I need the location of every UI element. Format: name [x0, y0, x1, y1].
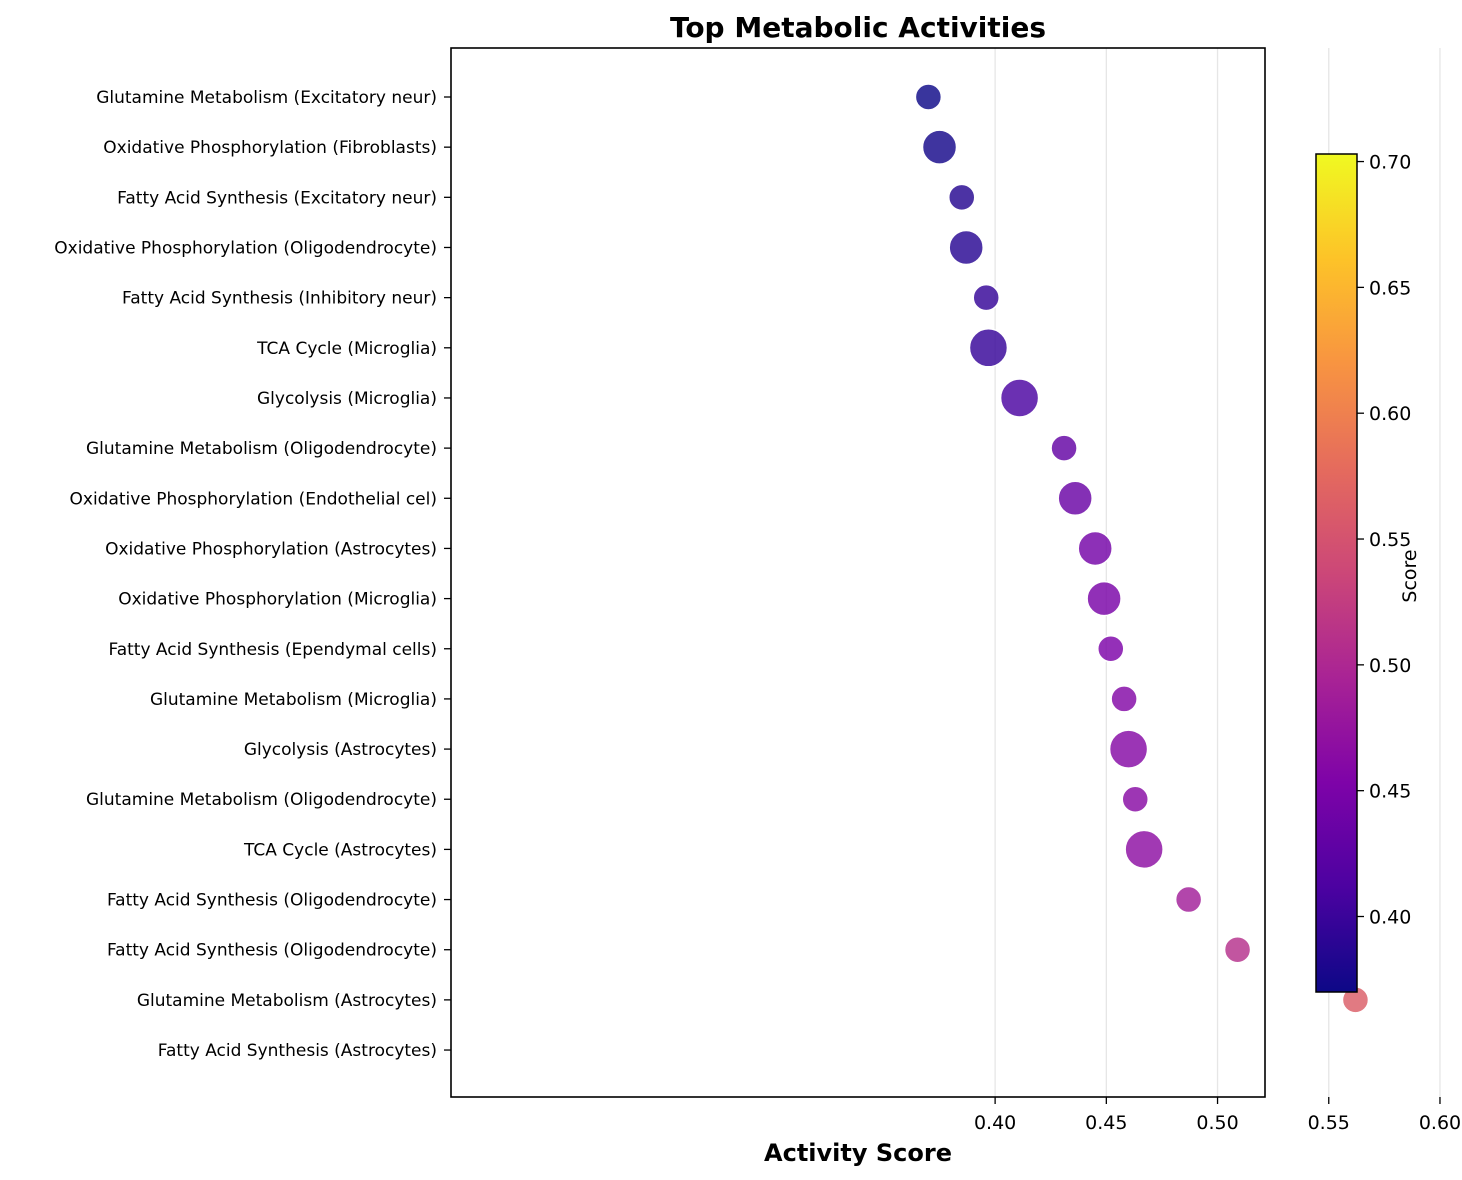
category-label: Fatty Acid Synthesis (Excitatory neur) [117, 188, 437, 208]
data-point [999, 378, 1040, 418]
plot-frame [450, 47, 1266, 1098]
category-label: Oxidative Phosphorylation (Astrocytes) [105, 539, 437, 559]
data-point [1110, 685, 1138, 713]
colorbar-tick-label: 0.45 [1369, 781, 1411, 803]
data-point [1086, 580, 1122, 617]
category-label: TCA Cycle (Microglia) [256, 339, 437, 359]
data-point [914, 83, 943, 111]
category-label: Fatty Acid Synthesis (Astrocytes) [158, 1041, 437, 1061]
data-point [1174, 885, 1203, 914]
category-label: Fatty Acid Synthesis (Oligodendrocyte) [107, 891, 437, 911]
category-label: Fatty Acid Synthesis (Ependymal cells) [109, 640, 438, 660]
category-label: Fatty Acid Synthesis (Inhibitory neur) [122, 289, 437, 309]
colorbar-tick-label: 0.50 [1369, 655, 1411, 677]
category-label: Glycolysis (Microglia) [257, 389, 437, 409]
x-tick-label: 0.45 [1085, 1112, 1127, 1134]
category-label: Oxidative Phosphorylation (Oligodendrocy… [54, 238, 437, 258]
x-tick-label: 0.50 [1196, 1112, 1238, 1134]
data-point [1097, 635, 1125, 663]
colorbar-tick-label: 0.60 [1369, 403, 1411, 425]
data-point [1121, 785, 1149, 813]
y-axis-ticks: Glutamine Metabolism (Excitatory neur) Ox… [54, 88, 451, 1061]
colorbar-label: Score [1399, 549, 1421, 602]
colorbar-tick-label: 0.40 [1369, 907, 1411, 929]
category-label: Glutamine Metabolism (Oligodendrocyte) [86, 439, 437, 459]
data-point [921, 129, 958, 165]
data-point [1077, 530, 1113, 567]
data-point [968, 328, 1009, 368]
data-point [948, 183, 976, 212]
data-point [1108, 729, 1149, 769]
colorbar-ticks: 0.40 0.45 0.50 0.55 0.60 0.65 0.70 [1357, 152, 1411, 929]
category-label: Fatty Acid Synthesis (Oligodendrocyte) [107, 941, 437, 961]
colorbar-tick-label: 0.65 [1369, 277, 1411, 299]
x-tick-label: 0.40 [974, 1112, 1016, 1134]
category-label: Oxidative Phosphorylation (Fibroblasts) [103, 138, 437, 158]
x-tick-label: 0.60 [1419, 1112, 1461, 1134]
data-point [1223, 935, 1252, 964]
data-point [948, 229, 984, 266]
data-point [1124, 829, 1164, 870]
chart-title: Top Metabolic Activities [670, 11, 1046, 44]
data-points [914, 83, 1370, 1014]
category-label: Glutamine Metabolism (Astrocytes) [137, 991, 437, 1011]
x-axis-label: Activity Score [764, 1139, 952, 1167]
colorbar [1315, 153, 1358, 993]
x-axis-ticks: 0.400.450.500.550.600.650.70 [974, 1097, 1461, 1134]
category-label: TCA Cycle (Astrocytes) [243, 840, 437, 860]
colorbar-tick-label: 0.70 [1369, 152, 1411, 174]
category-label: Oxidative Phosphorylation (Endothelial c… [70, 489, 437, 509]
colorbar-tick-label: 0.55 [1369, 529, 1411, 551]
category-label: Oxidative Phosphorylation (Microglia) [118, 590, 437, 610]
data-point [1057, 480, 1093, 517]
x-tick-label: 0.55 [1308, 1112, 1350, 1134]
data-point [972, 283, 1000, 312]
category-label: Glutamine Metabolism (Oligodendrocyte) [86, 790, 437, 810]
category-label: Glutamine Metabolism (Microglia) [150, 690, 437, 710]
category-label: Glutamine Metabolism (Excitatory neur) [96, 88, 437, 108]
category-label: Glycolysis (Astrocytes) [244, 740, 437, 760]
data-point [1050, 434, 1078, 462]
